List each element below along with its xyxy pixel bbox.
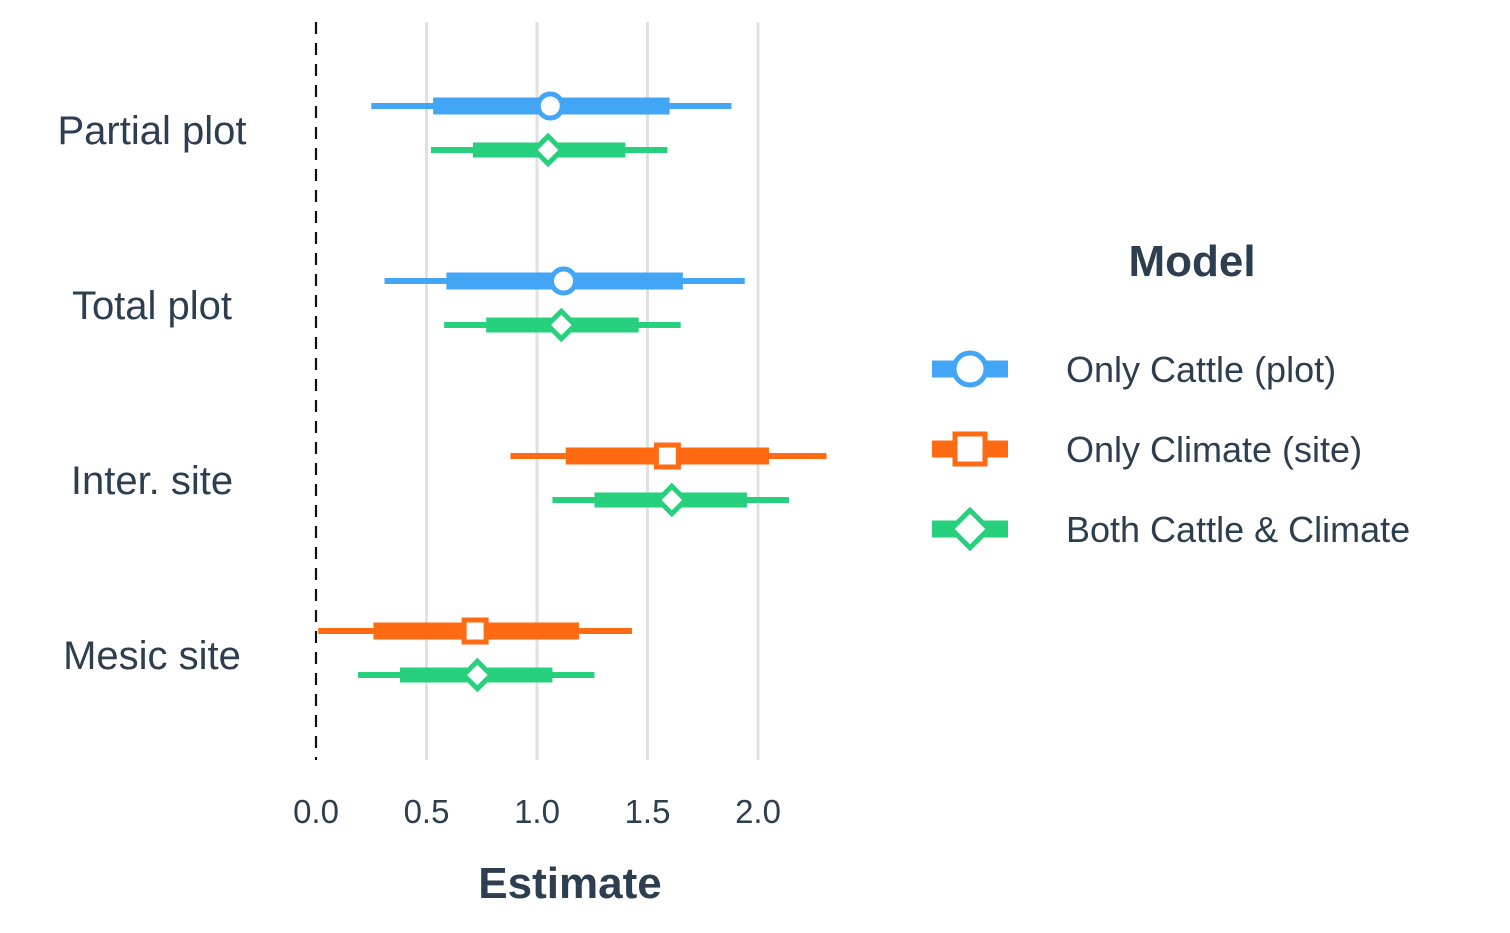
plot-marks (318, 91, 827, 693)
legend-item: Only Cattle (plot) (932, 349, 1336, 390)
interval-point (371, 91, 732, 121)
series-group (371, 91, 745, 296)
x-axis-ticks: 0.0 0.5 1.0 1.5 2.0 (293, 793, 781, 830)
circle-marker (951, 350, 989, 388)
category-label: Inter. site (71, 459, 233, 503)
series-group (357, 132, 789, 693)
grid-lines (425, 22, 760, 760)
interval-point (318, 617, 633, 645)
diamond-marker (460, 657, 495, 693)
legend-label: Only Cattle (plot) (1066, 349, 1336, 390)
legend-label: Both Cattle & Climate (1066, 509, 1410, 550)
interval-point (357, 657, 595, 693)
circle-marker (549, 266, 579, 296)
diamond-marker (947, 506, 993, 552)
square-marker (653, 442, 681, 470)
interval-point (444, 307, 681, 343)
category-label: Partial plot (58, 109, 247, 153)
interval-point (510, 442, 827, 470)
x-tick-label: 0.5 (404, 793, 450, 830)
diamond-marker (544, 307, 579, 343)
interval-point (430, 132, 668, 168)
category-labels: Partial plot Total plot Inter. site Mesic s… (58, 109, 247, 678)
legend: Model Only Cattle (plot) Only Climate (si… (932, 237, 1410, 552)
square-marker (461, 617, 489, 645)
legend-item: Only Climate (site) (932, 429, 1362, 470)
category-label: Mesic site (63, 634, 241, 678)
interval-point (384, 266, 745, 296)
x-tick-label: 2.0 (735, 793, 781, 830)
legend-item: Both Cattle & Climate (932, 506, 1410, 552)
x-tick-label: 0.0 (293, 793, 339, 830)
category-label: Total plot (72, 284, 232, 328)
diamond-marker (530, 132, 566, 168)
diamond-marker (654, 482, 690, 518)
circle-marker (535, 91, 565, 121)
x-tick-label: 1.5 (625, 793, 671, 830)
x-tick-label: 1.0 (514, 793, 560, 830)
square-marker (952, 431, 988, 467)
series-group (318, 442, 827, 645)
legend-title: Model (1128, 237, 1255, 286)
x-axis-title: Estimate (478, 859, 661, 908)
interval-point (552, 482, 789, 518)
legend-label: Only Climate (site) (1066, 429, 1362, 470)
